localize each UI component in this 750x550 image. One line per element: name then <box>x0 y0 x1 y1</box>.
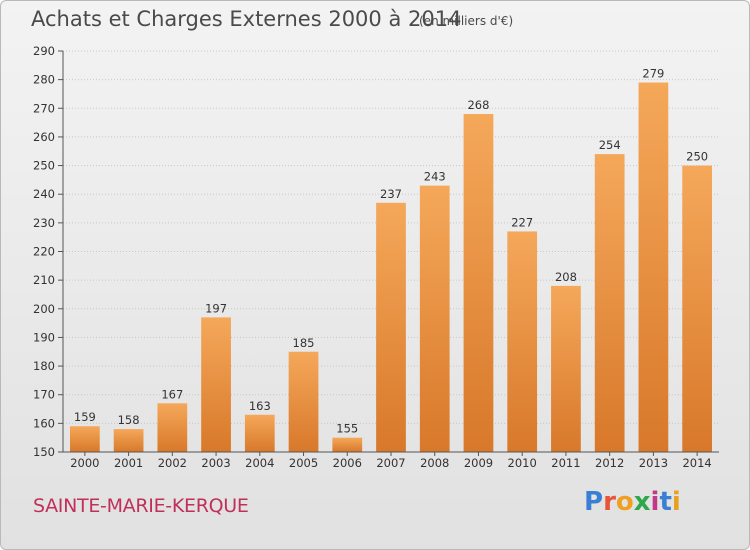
logo-letter: i <box>650 487 660 517</box>
y-tick-label: 170 <box>33 388 55 402</box>
logo-letter: t <box>659 487 672 517</box>
logo-letter: i <box>671 487 681 517</box>
x-tick-label: 2014 <box>682 456 711 470</box>
value-label: 250 <box>686 150 708 164</box>
x-tick-label: 2005 <box>289 456 318 470</box>
x-tick-label: 2013 <box>639 456 668 470</box>
bar-2003 <box>201 317 231 452</box>
y-tick-label: 270 <box>33 101 55 115</box>
bar-2010 <box>507 231 538 452</box>
y-tick-label: 210 <box>33 273 55 287</box>
value-label: 163 <box>249 399 271 413</box>
y-tick-label: 180 <box>33 359 55 373</box>
x-tick-label: 2002 <box>158 456 187 470</box>
bar-2002 <box>157 403 188 452</box>
x-tick-label: 2004 <box>245 456 274 470</box>
value-label: 279 <box>642 67 664 81</box>
x-tick-label: 2011 <box>551 456 580 470</box>
value-label: 254 <box>599 138 621 152</box>
value-label: 208 <box>555 270 577 284</box>
y-tick-label: 200 <box>33 302 55 316</box>
y-tick-label: 240 <box>33 187 55 201</box>
bar-2004 <box>244 414 275 452</box>
value-label: 159 <box>74 410 96 424</box>
x-tick-label: 2003 <box>201 456 230 470</box>
logo-letter: r <box>603 487 616 517</box>
x-tick-label: 2008 <box>420 456 449 470</box>
y-tick-label: 190 <box>33 330 55 344</box>
x-tick-label: 2006 <box>333 456 362 470</box>
value-label: 227 <box>511 215 533 229</box>
bar-2006 <box>332 437 363 452</box>
value-label: 243 <box>424 170 446 184</box>
value-label: 197 <box>205 301 227 315</box>
y-tick-label: 160 <box>33 416 55 430</box>
bar-2011 <box>551 285 581 452</box>
value-label: 185 <box>293 336 315 350</box>
x-tick-label: 2001 <box>114 456 143 470</box>
bar-2005 <box>288 351 319 452</box>
y-tick-label: 230 <box>33 216 55 230</box>
y-tick-label: 290 <box>33 44 55 58</box>
value-label: 155 <box>336 422 358 436</box>
bar-2007 <box>376 202 406 452</box>
bar-2008 <box>419 185 450 452</box>
chart-subtitle: (en milliers d'€) <box>419 14 514 28</box>
y-tick-label: 280 <box>33 73 55 87</box>
bar-2014 <box>682 165 713 453</box>
chart-title: Achats et Charges Externes 2000 à 2014 <box>31 7 462 31</box>
bar-2013 <box>638 82 669 452</box>
axis-layer: 150 160 170 180 190 200 210 220 230 240 250 260 270 2… <box>33 44 719 470</box>
value-label: 237 <box>380 187 402 201</box>
y-tick-label: 220 <box>33 245 55 259</box>
bar-2012 <box>594 154 625 452</box>
value-label: 268 <box>467 98 489 112</box>
logo-letter: x <box>633 487 651 517</box>
x-tick-label: 2000 <box>70 456 99 470</box>
x-tick-label: 2012 <box>595 456 624 470</box>
bars-layer: 159 158 167 197 163 185 155 237 243 268 227 208 254 2… <box>69 67 713 453</box>
bar-2009 <box>463 114 494 452</box>
bar-2000 <box>69 426 100 452</box>
x-tick-label: 2009 <box>464 456 493 470</box>
x-tick-label: 2010 <box>508 456 537 470</box>
value-label: 167 <box>161 387 183 401</box>
x-tick-label: 2007 <box>376 456 405 470</box>
logo-letter: o <box>615 487 634 517</box>
city-name: SAINTE-MARIE-KERQUE <box>33 495 249 517</box>
y-tick-label: 250 <box>33 159 55 173</box>
bar-2001 <box>113 429 144 452</box>
proxiti-logo: Proxiti <box>584 487 681 517</box>
y-tick-label: 150 <box>33 445 55 459</box>
value-label: 158 <box>118 413 140 427</box>
logo-letter: P <box>584 487 604 517</box>
y-tick-label: 260 <box>33 130 55 144</box>
